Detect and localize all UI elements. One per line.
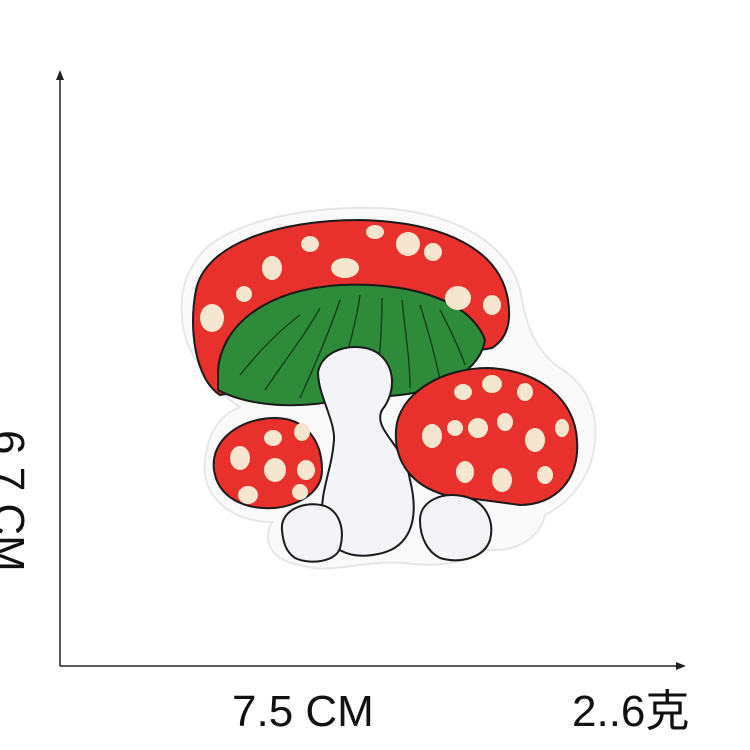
right-mushroom-cap	[394, 366, 579, 507]
width-axis-arrow	[676, 662, 686, 670]
mushroom-patch	[180, 206, 597, 570]
left-cap-spots	[230, 423, 315, 504]
right-mushroom-stem	[418, 494, 493, 562]
dimension-axes	[56, 70, 686, 670]
left-mushroom-stem	[280, 503, 343, 563]
large-cap-spots	[200, 225, 501, 332]
width-dimension-label: 7.5 CM	[232, 687, 374, 736]
right-cap-spots	[422, 375, 569, 492]
large-mushroom-gills	[217, 283, 487, 407]
height-dimension-label: 6.7 CM	[0, 430, 33, 572]
weight-label: 2..6克	[572, 687, 690, 736]
gill-lines	[239, 294, 466, 399]
large-mushroom-stem	[316, 346, 415, 557]
height-axis-arrow	[56, 70, 64, 80]
